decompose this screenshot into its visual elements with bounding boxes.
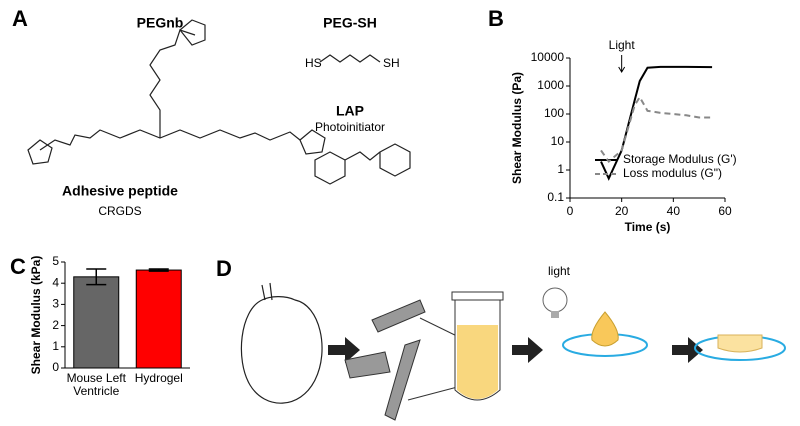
x-tick-label: Mouse Left Ventricle (66, 372, 126, 398)
ring (27, 139, 53, 165)
ring (179, 19, 206, 46)
structure-title: Adhesive peptide (62, 183, 178, 199)
series-line (600, 65, 713, 181)
ring (379, 143, 411, 177)
arrow (672, 337, 703, 363)
panel-label: B (488, 6, 504, 31)
x-tick-label: 20 (615, 204, 629, 218)
y-tick-label: 2 (52, 318, 59, 332)
y-tick-label: 100 (544, 106, 564, 120)
y-axis-title: Shear Modulus (Pa) (510, 72, 524, 184)
y-tick-label: 1 (52, 339, 59, 353)
structure-subtitle: CRGDS (98, 204, 141, 218)
structure-subtitle: Photoinitiator (315, 120, 385, 134)
structure-title: PEGnb (137, 15, 184, 31)
tissue (384, 339, 421, 421)
annotation-arrow (618, 55, 626, 73)
arrow (328, 337, 360, 363)
atom-label: SH (383, 56, 400, 70)
bulb (542, 287, 568, 313)
x-axis-title: Time (s) (625, 220, 671, 234)
x-tick-label-box: Hydrogel (134, 372, 183, 385)
x-tick-label: 40 (667, 204, 681, 218)
tube-liquid (457, 325, 498, 399)
x-tick-label: 60 (718, 204, 732, 218)
bond (344, 151, 381, 161)
bond (149, 29, 196, 138)
panel-label: C (10, 254, 26, 279)
x-tick-label-box: Mouse Left Ventricle (66, 372, 126, 398)
arrow (512, 337, 543, 363)
droplet (591, 311, 619, 347)
y-tick-label: 5 (52, 254, 59, 268)
heart (240, 282, 323, 404)
structures: PEGnb PEG-SH HS SH LAP Photoinitiator Ad… (27, 15, 411, 218)
structure-title: PEG-SH (323, 15, 377, 31)
annotation: Light (609, 38, 636, 52)
panel-label: D (216, 256, 232, 281)
ring (314, 151, 346, 185)
legend-label: Storage Modulus (G') (623, 152, 737, 166)
structure-title: LAP (336, 103, 364, 119)
legend-label: Loss modulus (G") (623, 166, 722, 180)
x-tick-label: 0 (567, 204, 574, 218)
error-bar (148, 268, 169, 272)
bulb-base (551, 311, 559, 318)
x-tick-label: Hydrogel (134, 372, 183, 385)
atom-label: HS (305, 56, 322, 70)
y-tick-label: 10000 (531, 50, 565, 64)
y-tick-label: 0 (52, 360, 59, 374)
error-bar (86, 268, 107, 286)
bond (39, 129, 301, 151)
hydrogel-disk (717, 334, 763, 353)
y-tick-label: 1000 (537, 78, 564, 92)
y-tick-label: 1 (557, 162, 564, 176)
tube-cap (451, 291, 504, 301)
bar (135, 269, 182, 369)
bar (73, 276, 120, 369)
diagram: light (240, 264, 786, 421)
diagram-label: light (548, 264, 571, 278)
panel-label: A (12, 6, 28, 31)
ring (299, 129, 326, 155)
y-tick-label: 10 (551, 134, 565, 148)
series-line (600, 95, 713, 164)
y-tick-label: 0.1 (547, 190, 564, 204)
bond (319, 54, 381, 63)
y-tick-label: 3 (52, 297, 59, 311)
y-tick-label: 4 (52, 275, 59, 289)
tissue (371, 299, 426, 333)
tissue (344, 351, 391, 379)
y-axis-title: Shear Modulus (kPa) (29, 256, 43, 375)
